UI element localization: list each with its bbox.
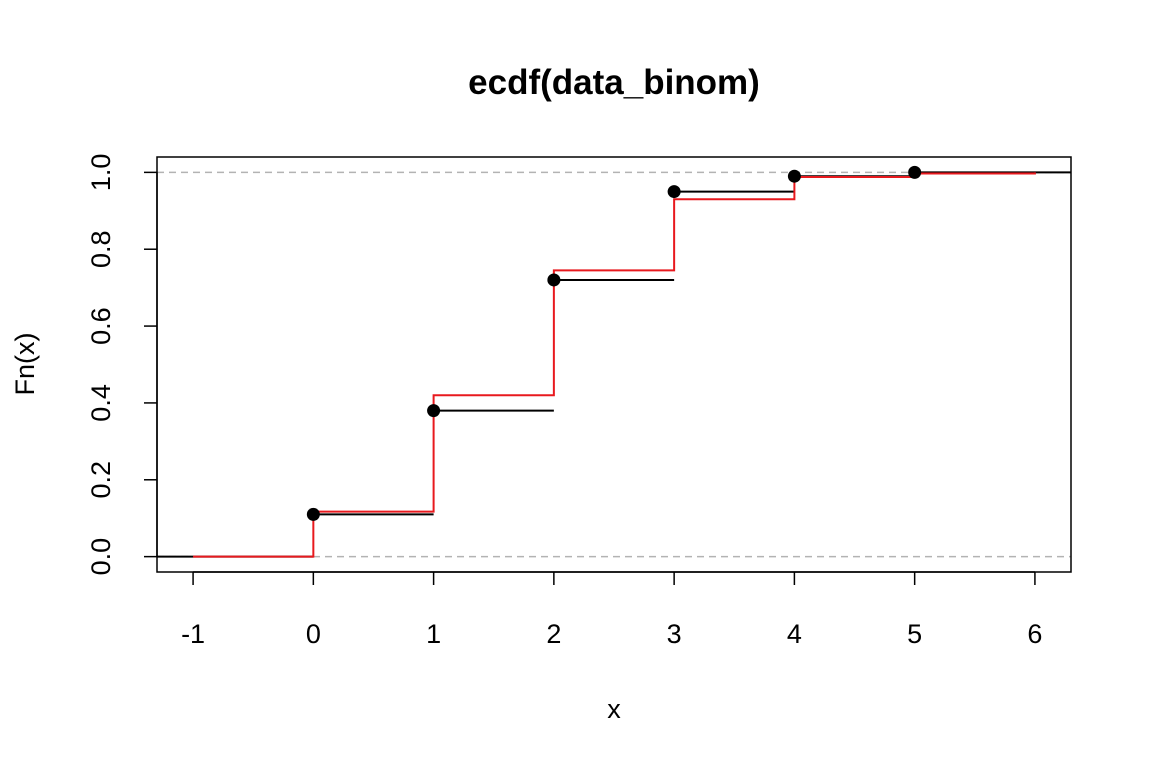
- y-tick-label: 0.4: [86, 384, 116, 422]
- series-layer: [157, 165, 1071, 558]
- y-tick-label: 1.0: [86, 154, 116, 192]
- theoretical-cdf-line: [193, 172, 1036, 558]
- x-tick-label: 6: [1027, 619, 1042, 649]
- ecdf-point: [787, 169, 801, 183]
- x-axis: -1 0 1 2 3 4 5 6: [181, 571, 1042, 649]
- ecdf-point: [306, 507, 320, 521]
- x-tick-label: 0: [306, 619, 321, 649]
- y-tick-label: 0.0: [86, 538, 116, 576]
- plot-frame: [156, 156, 1072, 573]
- x-axis-label: x: [607, 694, 621, 724]
- reference-lines: [157, 171, 1071, 558]
- x-tick-label: 4: [787, 619, 802, 649]
- ecdf-point: [908, 165, 922, 179]
- ecdf-point: [547, 273, 561, 287]
- chart-title: ecdf(data_binom): [468, 63, 760, 102]
- y-axis-label: Fn(x): [10, 333, 40, 396]
- y-tick-label: 0.2: [86, 461, 116, 499]
- y-axis: 0.0 0.2 0.4 0.6 0.8 1.0: [86, 154, 158, 576]
- x-tick-label: -1: [181, 619, 205, 649]
- ecdf-point: [667, 185, 681, 199]
- x-tick-label: 2: [546, 619, 561, 649]
- x-tick-label: 5: [907, 619, 922, 649]
- x-tick-label: 1: [426, 619, 441, 649]
- y-tick-label: 0.6: [86, 307, 116, 345]
- ecdf-point: [427, 404, 441, 418]
- y-tick-label: 0.8: [86, 230, 116, 268]
- x-tick-label: 3: [667, 619, 682, 649]
